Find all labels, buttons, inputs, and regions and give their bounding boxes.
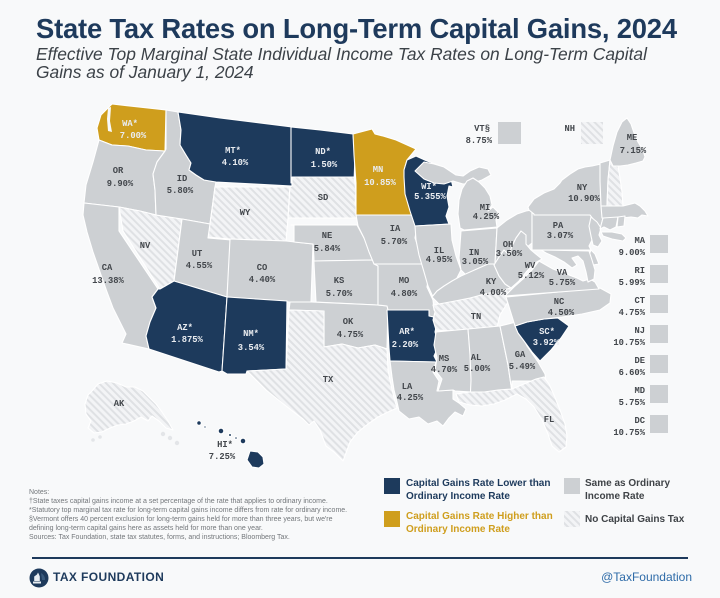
svg-text:CT: CT (634, 296, 645, 306)
svg-text:5.99%: 5.99% (619, 278, 646, 288)
svg-text:5.00%: 5.00% (464, 364, 491, 374)
svg-text:10.75%: 10.75% (613, 428, 645, 438)
svg-text:OR: OR (113, 166, 124, 176)
svg-text:7.00%: 7.00% (120, 131, 147, 141)
svg-text:5.70%: 5.70% (381, 237, 408, 247)
svg-text:13.38%: 13.38% (92, 276, 124, 286)
svg-text:SD: SD (318, 193, 329, 203)
svg-text:10.85%: 10.85% (364, 178, 396, 188)
svg-text:PA: PA (553, 221, 564, 231)
svg-text:3.50%: 3.50% (496, 249, 523, 259)
svg-text:MA: MA (634, 236, 645, 246)
svg-text:5.12%: 5.12% (518, 271, 545, 281)
svg-text:9.90%: 9.90% (107, 179, 134, 189)
svg-text:4.55%: 4.55% (186, 261, 213, 271)
svg-text:4.50%: 4.50% (548, 308, 575, 318)
svg-text:DE: DE (634, 356, 645, 366)
svg-text:5.355%: 5.355% (414, 192, 446, 202)
svg-text:7.25%: 7.25% (209, 452, 236, 462)
svg-text:VT§: VT§ (474, 124, 490, 134)
svg-text:10.75%: 10.75% (613, 338, 645, 348)
svg-text:2.20%: 2.20% (392, 340, 419, 350)
svg-text:TX: TX (323, 375, 334, 385)
svg-text:ME: ME (627, 133, 638, 143)
svg-text:MO: MO (399, 276, 410, 286)
svg-text:ND*: ND* (315, 147, 331, 157)
svg-text:CO: CO (257, 263, 268, 273)
svg-text:5.75%: 5.75% (619, 398, 646, 408)
svg-text:NV: NV (140, 241, 151, 251)
svg-text:7.15%: 7.15% (620, 146, 647, 156)
svg-text:NY: NY (577, 183, 588, 193)
svg-text:AL: AL (471, 353, 482, 363)
svg-text:HI*: HI* (217, 440, 233, 450)
svg-text:WY: WY (240, 208, 251, 218)
svg-text:LA: LA (402, 382, 413, 392)
svg-text:IA: IA (390, 224, 401, 234)
svg-text:AK: AK (114, 399, 125, 409)
svg-text:IN: IN (469, 248, 480, 258)
svg-text:TN: TN (471, 312, 482, 322)
svg-text:5.75%: 5.75% (549, 278, 576, 288)
svg-text:1.875%: 1.875% (171, 335, 203, 345)
svg-text:MT*: MT* (225, 146, 241, 156)
svg-text:IL: IL (434, 246, 445, 256)
svg-text:1.50%: 1.50% (311, 160, 338, 170)
svg-text:MI: MI (480, 203, 491, 213)
svg-text:4.75%: 4.75% (337, 330, 364, 340)
svg-text:FL: FL (544, 415, 555, 425)
svg-text:OK: OK (343, 317, 354, 327)
svg-text:ID: ID (177, 174, 188, 184)
svg-text:6.60%: 6.60% (619, 368, 646, 378)
svg-text:10.90%: 10.90% (568, 194, 600, 204)
svg-text:MD: MD (634, 386, 645, 396)
svg-text:5.80%: 5.80% (167, 186, 194, 196)
svg-text:WA*: WA* (122, 119, 138, 129)
svg-text:UT: UT (192, 249, 203, 259)
svg-text:4.25%: 4.25% (397, 393, 424, 403)
svg-text:NE: NE (322, 231, 333, 241)
svg-text:4.00%: 4.00% (480, 288, 507, 298)
svg-text:CA: CA (102, 263, 113, 273)
svg-text:KS: KS (334, 276, 345, 286)
svg-text:5.84%: 5.84% (314, 244, 341, 254)
svg-text:WV: WV (525, 261, 536, 271)
svg-text:4.25%: 4.25% (473, 212, 500, 222)
svg-text:3.54%: 3.54% (238, 343, 265, 353)
svg-text:NC: NC (554, 297, 565, 307)
svg-text:9.00%: 9.00% (619, 248, 646, 258)
svg-text:3.05%: 3.05% (462, 257, 489, 267)
svg-text:OH: OH (503, 240, 514, 250)
svg-text:DC: DC (634, 416, 645, 426)
svg-text:NJ: NJ (634, 326, 645, 336)
svg-text:4.75%: 4.75% (619, 308, 646, 318)
svg-text:3.07%: 3.07% (547, 231, 574, 241)
svg-text:AZ*: AZ* (177, 323, 193, 333)
svg-text:3.92%: 3.92% (533, 338, 560, 348)
svg-text:MN: MN (373, 165, 384, 175)
svg-text:4.40%: 4.40% (249, 275, 276, 285)
svg-text:5.70%: 5.70% (326, 289, 353, 299)
svg-text:4.10%: 4.10% (222, 158, 249, 168)
svg-text:RI: RI (634, 266, 645, 276)
svg-text:4.80%: 4.80% (391, 289, 418, 299)
svg-text:8.75%: 8.75% (466, 136, 493, 146)
svg-text:5.49%: 5.49% (509, 362, 536, 372)
svg-text:4.70%: 4.70% (431, 365, 458, 375)
svg-text:KY: KY (486, 277, 497, 287)
svg-text:GA: GA (515, 350, 526, 360)
svg-text:VA: VA (557, 268, 568, 278)
svg-text:MS: MS (439, 354, 450, 364)
svg-text:NM*: NM* (243, 329, 259, 339)
svg-text:AR*: AR* (399, 327, 415, 337)
svg-text:NH: NH (564, 124, 575, 134)
svg-text:SC*: SC* (539, 327, 555, 337)
svg-text:WI*: WI* (421, 182, 437, 192)
svg-text:4.95%: 4.95% (426, 255, 453, 265)
